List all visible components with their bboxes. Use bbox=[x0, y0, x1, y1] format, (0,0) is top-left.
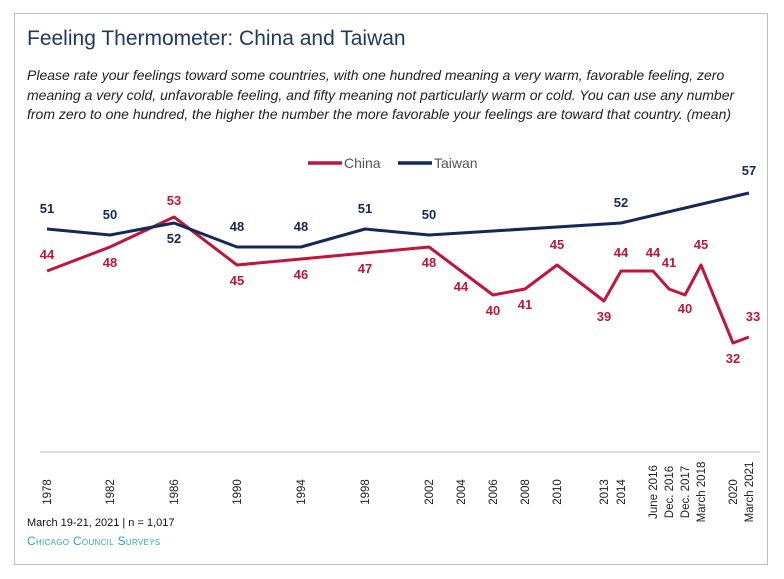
data-label-china: 44 bbox=[454, 279, 469, 294]
data-label-china: 46 bbox=[294, 267, 308, 282]
data-label-taiwan: 50 bbox=[103, 207, 117, 222]
data-label-china: 32 bbox=[726, 351, 740, 366]
x-tick-label: 2010 bbox=[552, 479, 564, 505]
legend: China Taiwan bbox=[308, 155, 478, 171]
x-tick-label: 1978 bbox=[42, 479, 54, 505]
x-tick-label: Dec. 2017 bbox=[680, 466, 692, 518]
chart-subtitle: Please rate your feelings toward some co… bbox=[27, 67, 735, 122]
data-label-china: 40 bbox=[678, 301, 692, 316]
x-tick-label: 2004 bbox=[456, 479, 468, 505]
x-tick-label: 1982 bbox=[105, 479, 117, 505]
data-label-taiwan: 51 bbox=[358, 201, 372, 216]
data-label-china: 40 bbox=[486, 303, 500, 318]
x-tick-label: 1994 bbox=[296, 479, 308, 505]
data-label-china: 48 bbox=[103, 255, 117, 270]
data-label-china: 45 bbox=[230, 273, 244, 288]
series-line-taiwan bbox=[46, 191, 750, 249]
x-axis-ticks: 1978 1982 1986 1990 1994 1998 2002 2004 2006 2008… bbox=[42, 462, 756, 523]
x-tick-label: 2014 bbox=[616, 479, 628, 505]
x-tick-label: 1990 bbox=[232, 479, 244, 505]
chart-frame bbox=[14, 13, 768, 565]
data-label-china: 41 bbox=[518, 297, 532, 312]
data-label-china: 33 bbox=[746, 309, 760, 324]
x-tick-label: March 2018 bbox=[696, 462, 708, 523]
data-label-taiwan: 48 bbox=[294, 219, 308, 234]
legend-china-label: China bbox=[344, 155, 381, 171]
data-label-china: 45 bbox=[694, 237, 708, 252]
series-group bbox=[46, 191, 750, 345]
survey-note: March 19-21, 2021 | n = 1,017 bbox=[27, 517, 175, 529]
data-label-china: 41 bbox=[662, 255, 676, 270]
x-tick-label: 1998 bbox=[360, 479, 372, 505]
x-tick-label: 2006 bbox=[488, 479, 500, 505]
data-label-china: 53 bbox=[167, 193, 181, 208]
data-label-taiwan: 52 bbox=[167, 231, 181, 246]
brand-name: Chicago Council Surveys bbox=[27, 534, 161, 548]
data-label-china: 45 bbox=[550, 237, 564, 252]
data-label-china: 44 bbox=[40, 247, 55, 262]
legend-taiwan-label: Taiwan bbox=[434, 155, 478, 171]
data-label-china: 39 bbox=[597, 309, 611, 324]
x-tick-label: 2020 bbox=[728, 479, 740, 505]
x-tick-label: 2013 bbox=[599, 479, 611, 505]
data-label-china: 44 bbox=[646, 245, 661, 260]
chart-title: Feeling Thermometer: China and Taiwan bbox=[27, 27, 406, 50]
x-tick-label: March 2021 bbox=[744, 462, 756, 523]
data-label-china: 47 bbox=[358, 261, 372, 276]
x-tick-label: 2002 bbox=[424, 479, 436, 505]
data-label-china: 48 bbox=[422, 255, 436, 270]
data-label-china: 44 bbox=[614, 245, 629, 260]
x-tick-label: Dec. 2016 bbox=[664, 466, 676, 518]
x-tick-label: June 2016 bbox=[648, 465, 660, 519]
series-line-china bbox=[46, 215, 750, 345]
x-tick-label: 2008 bbox=[520, 479, 532, 505]
data-label-taiwan: 52 bbox=[614, 195, 628, 210]
data-label-taiwan: 51 bbox=[40, 201, 54, 216]
x-tick-label: 1986 bbox=[169, 479, 181, 505]
data-label-taiwan: 48 bbox=[230, 219, 244, 234]
data-label-taiwan: 57 bbox=[742, 163, 756, 178]
data-label-taiwan: 50 bbox=[422, 207, 436, 222]
